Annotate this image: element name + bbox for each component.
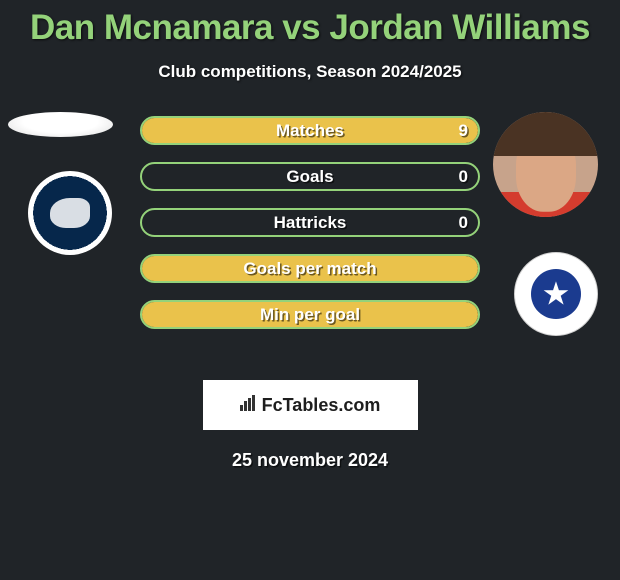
page-title: Dan Mcnamara vs Jordan Williams: [0, 0, 620, 48]
stat-label: Hattricks: [142, 210, 478, 235]
stat-row-hattricks: Hattricks 0: [140, 208, 480, 237]
date-label: 25 november 2024: [0, 450, 620, 471]
brand-text: FcTables.com: [262, 395, 381, 416]
club-badge-left: [28, 171, 112, 255]
club-badge-right: ★: [514, 252, 598, 336]
player-right-hair: [493, 112, 598, 156]
stat-label: Min per goal: [142, 302, 478, 327]
stat-value: 9: [459, 118, 468, 143]
stat-row-matches: Matches 9: [140, 116, 480, 145]
player-right-photo: [493, 112, 598, 217]
stats-area: ★ Matches 9 Goals 0 Hattricks 0 Goals pe…: [0, 116, 620, 376]
stat-label: Goals per match: [142, 256, 478, 281]
stat-label: Matches: [142, 118, 478, 143]
stat-row-min-per-goal: Min per goal: [140, 300, 480, 329]
stat-value: 0: [459, 210, 468, 235]
stat-label: Goals: [142, 164, 478, 189]
bar-chart-icon: [240, 395, 258, 416]
lion-icon: [50, 198, 90, 228]
stat-value: 0: [459, 164, 468, 189]
player-left-photo: [8, 112, 113, 137]
stat-row-goals-per-match: Goals per match: [140, 254, 480, 283]
star-icon: ★: [542, 277, 571, 309]
page-subtitle: Club competitions, Season 2024/2025: [0, 62, 620, 82]
brand-box[interactable]: FcTables.com: [203, 380, 418, 430]
stat-row-goals: Goals 0: [140, 162, 480, 191]
